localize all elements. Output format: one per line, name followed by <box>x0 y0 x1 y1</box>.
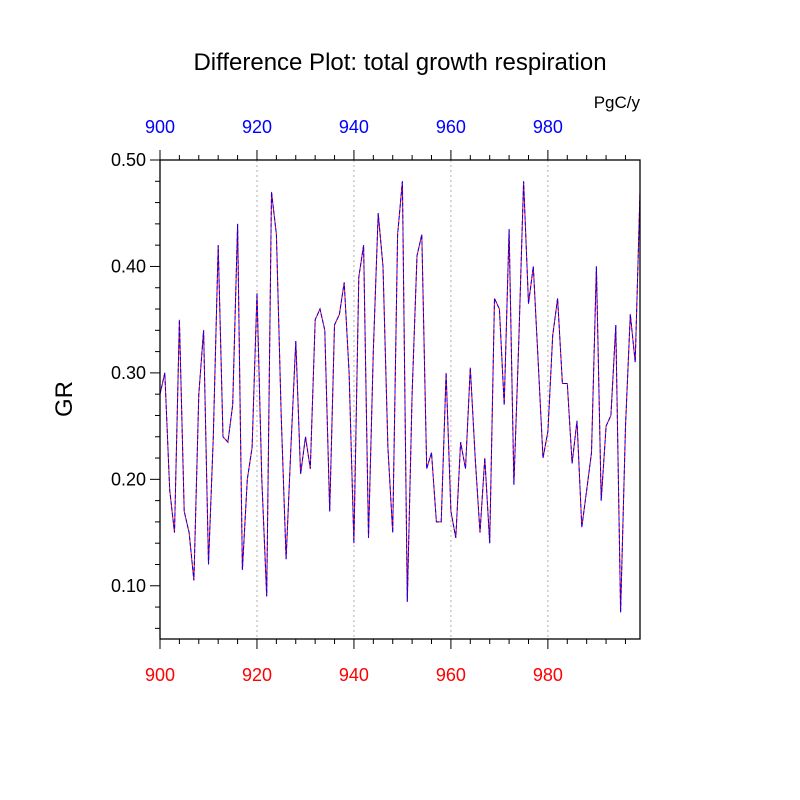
y-axis-ticks: 0.10 0.20 0.30 0.40 0.50 <box>111 150 160 629</box>
x-top-tick-label-980: 980 <box>533 117 563 137</box>
x-top-tick-label-960: 960 <box>436 117 466 137</box>
series-line-blue-dashed <box>159 181 641 613</box>
chart-title: Difference Plot: total growth respiratio… <box>193 49 606 76</box>
series-line-red <box>159 181 641 613</box>
x-bottom-tick-label-960: 960 <box>436 665 466 685</box>
series-lines <box>159 181 641 613</box>
y-tick-label-0.20: 0.20 <box>111 469 146 489</box>
top-x-axis: 900 920 940 960 980 <box>145 117 626 160</box>
y-axis-label: GR <box>51 381 78 417</box>
x-top-tick-label-940: 940 <box>339 117 369 137</box>
units-label: PgC/y <box>594 93 641 112</box>
x-bottom-tick-label-900: 900 <box>145 665 175 685</box>
y-tick-label-0.10: 0.10 <box>111 576 146 596</box>
plot-frame <box>159 159 641 640</box>
bottom-x-axis: 900 920 940 960 980 <box>145 639 626 685</box>
x-top-tick-label-900: 900 <box>145 117 175 137</box>
y-tick-label-0.40: 0.40 <box>111 256 146 276</box>
y-tick-label-0.30: 0.30 <box>111 363 146 383</box>
x-top-tick-label-920: 920 <box>242 117 272 137</box>
x-bottom-tick-label-980: 980 <box>533 665 563 685</box>
y-tick-label-0.50: 0.50 <box>111 150 146 170</box>
x-bottom-tick-label-920: 920 <box>242 665 272 685</box>
x-bottom-tick-label-940: 940 <box>339 665 369 685</box>
